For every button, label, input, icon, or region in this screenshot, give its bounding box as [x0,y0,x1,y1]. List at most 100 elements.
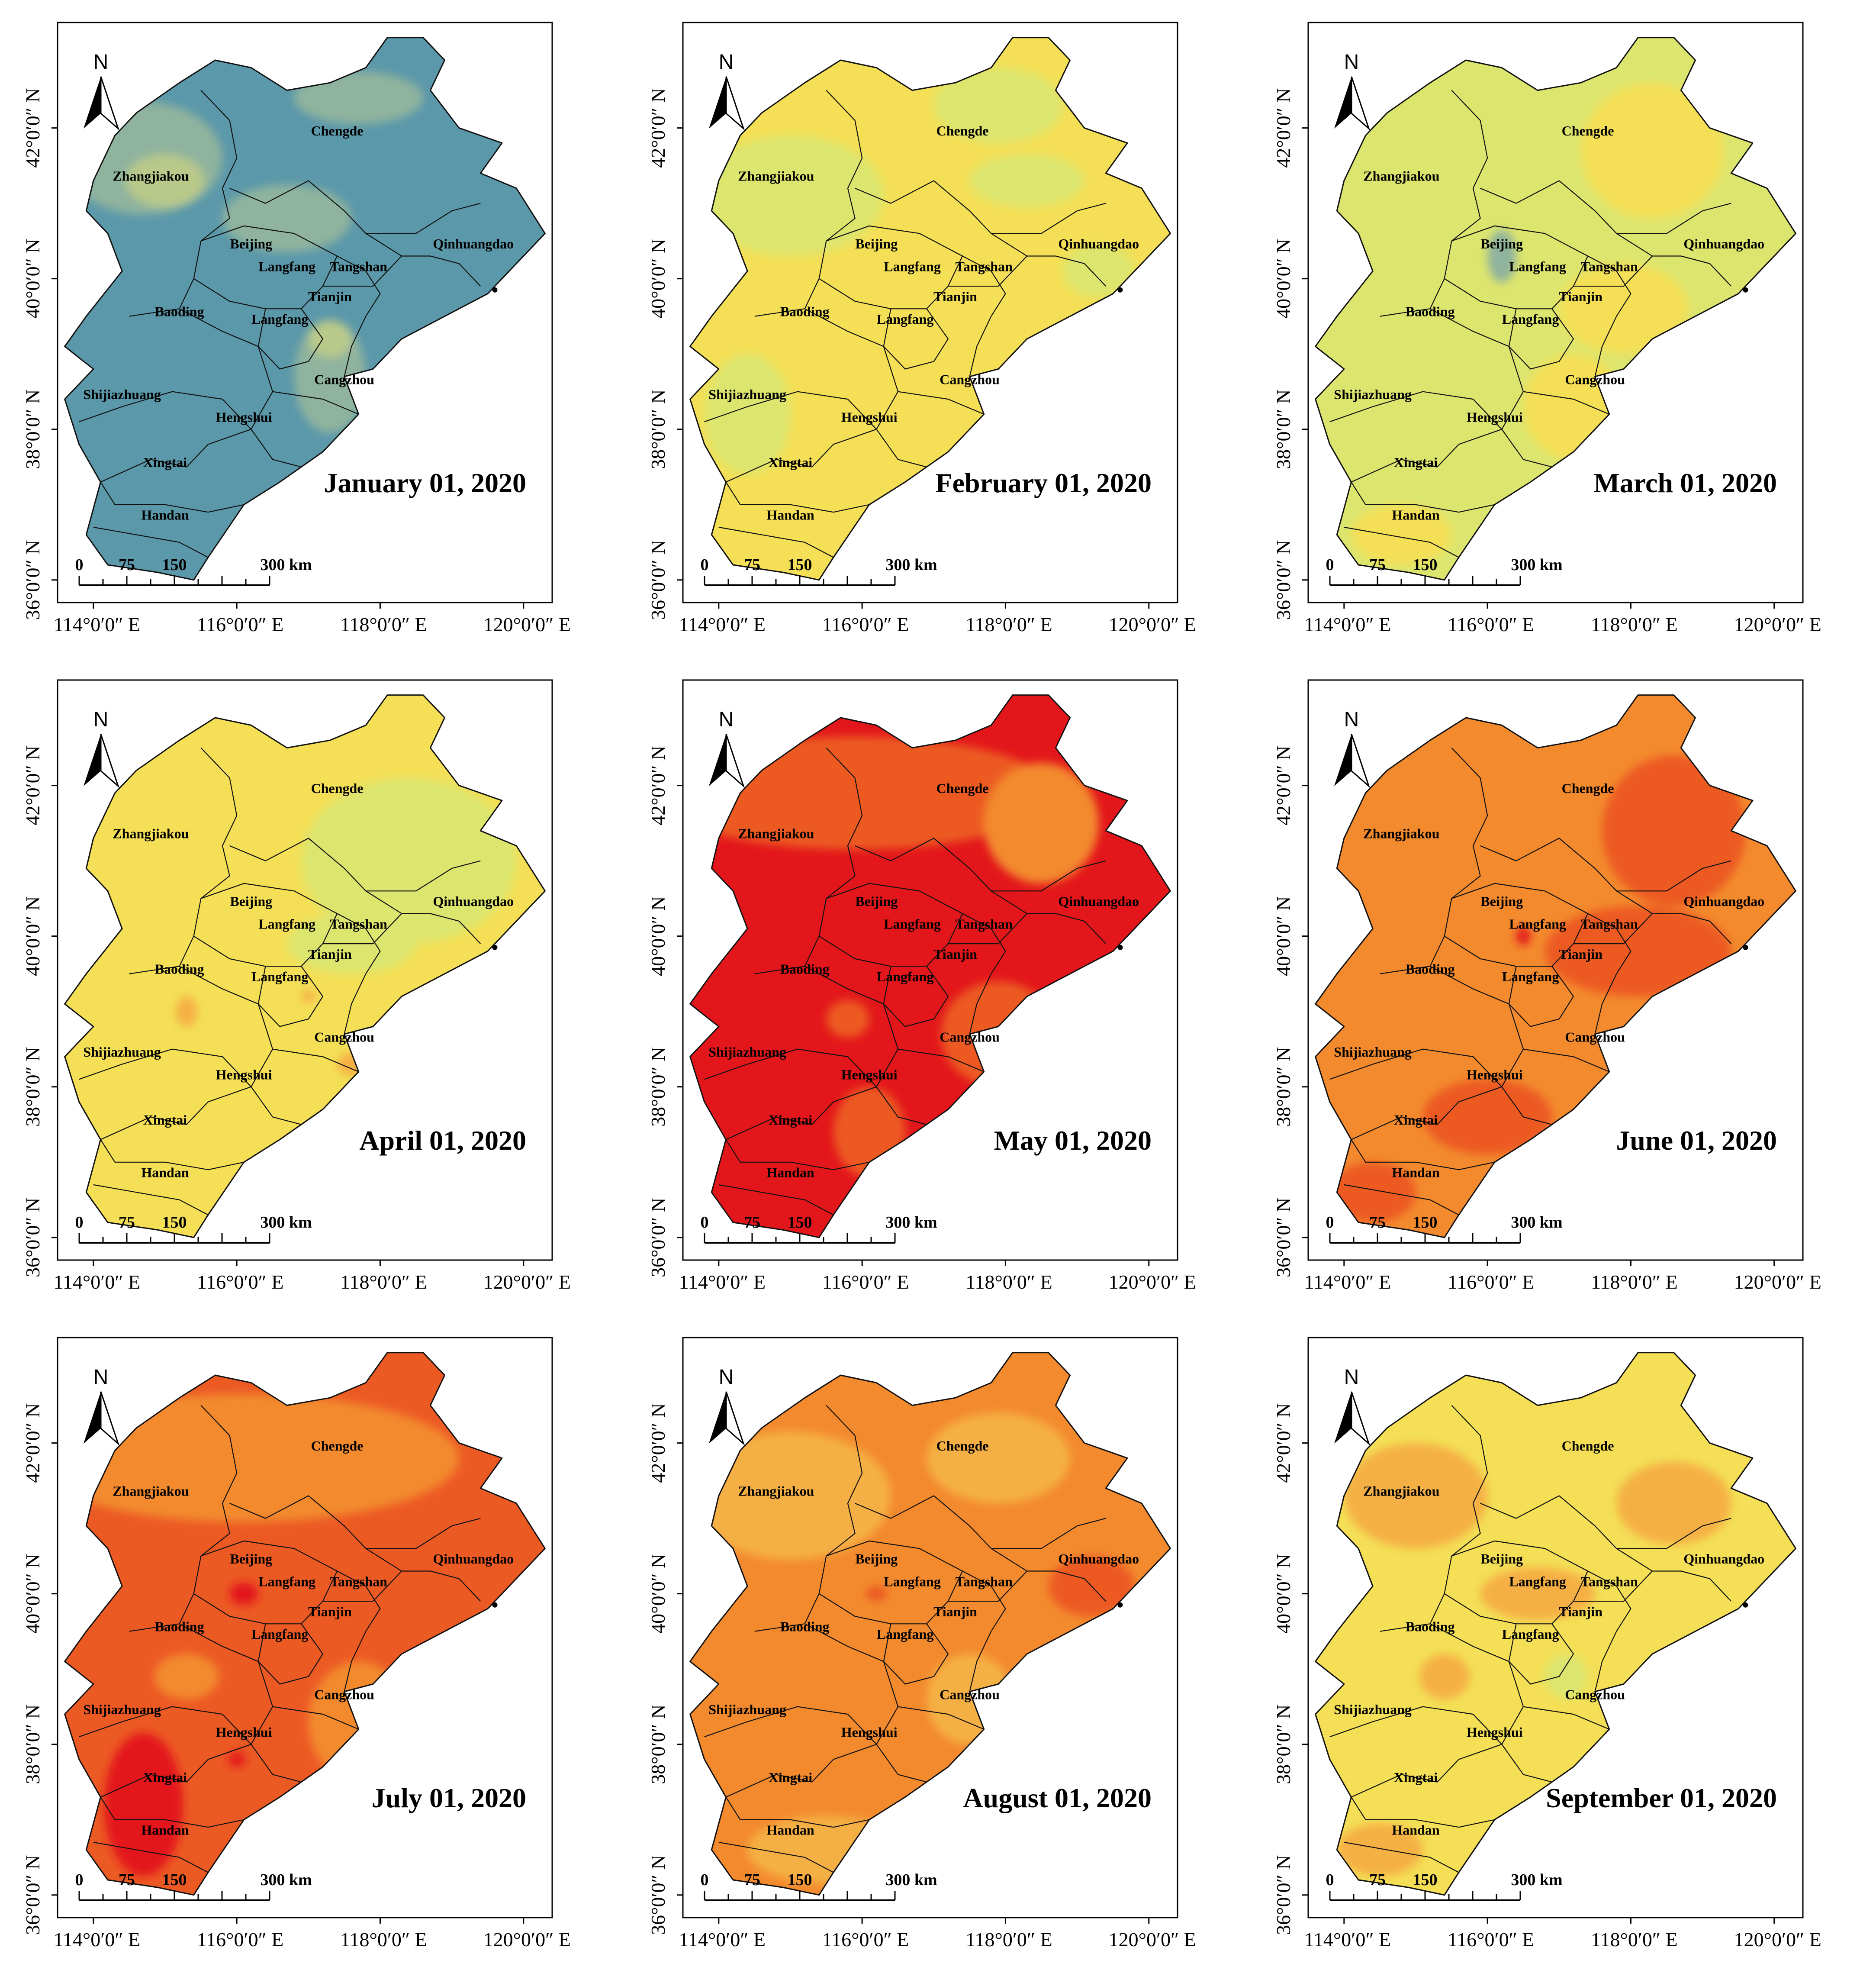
lat-label: 36°0′0″ N [647,1198,669,1277]
prefecture-boundary [1344,1841,1459,1873]
city-label-handan: Handan [766,1165,814,1180]
value-zone [222,184,352,252]
prefecture-boundary [1501,391,1552,467]
scale-label: 150 [162,556,187,574]
prefecture-boundary [1616,890,1732,944]
city-label-hengshui: Hengshui [1467,1724,1523,1740]
scale-bar [1329,1891,1521,1901]
prefecture-boundary [337,1570,381,1692]
city-label-langfang: Langfang [884,1573,941,1589]
city-label-hengshui: Hengshui [1467,409,1523,425]
prefecture-boundary [991,890,1107,944]
scale-label: 0 [75,1213,84,1232]
scale-label: 300 km [885,1871,937,1889]
value-zone [301,990,316,1003]
city-label-langfang: Langfang [251,969,309,984]
city-label-tangshan: Tangshan [956,258,1013,274]
scale-label: 150 [788,556,812,574]
city-label-baoding: Baoding [1406,961,1455,977]
city-label-tangshan: Tangshan [956,1573,1013,1589]
value-zone [154,1654,219,1699]
map-panel-february: Zhangjiakou Chengde Beijing Qinhuangdao Lang… [625,0,1251,649]
lon-label: 116°0′0″ E [197,1271,284,1293]
city-label-handan: Handan [141,1822,189,1838]
city-label-cangzhou: Cangzhou [1565,371,1625,387]
city-label-cangzhou: Cangzhou [314,1686,374,1702]
prefecture-boundary [948,913,1027,945]
city-label-cangzhou: Cangzhou [314,371,374,387]
city-label-hengshui: Hengshui [216,1724,272,1740]
prefecture-boundary [1329,391,1503,430]
scale-label: 150 [162,1871,187,1889]
city-label-shijiazhuang: Shijiazhuang [83,387,161,402]
prefecture-boundary [229,180,481,234]
province-outline [689,1352,1171,1896]
map-svg: Zhangjiakou Chengde Beijing Qinhuangdao Lang… [22,22,571,635]
city-label-langfang: Langfang [884,258,941,274]
prefecture-boundary [725,1086,877,1140]
city-label-langfang: Langfang [1502,1626,1559,1642]
lat-label: 38°0′0″ N [22,1705,44,1784]
scale-label: 0 [1326,1213,1334,1232]
date-title: January 01, 2020 [324,467,526,498]
province-outline [1315,37,1796,581]
province-outline [689,37,1171,581]
lat-label: 40°0′0″ N [647,1554,669,1634]
city-label-shijiazhuang: Shijiazhuang [1334,387,1412,402]
prefecture-boundary [129,1405,238,1632]
prefecture-boundary [725,482,869,513]
city-label-handan: Handan [141,1165,189,1180]
lon-label: 120°0′0″ E [1109,1271,1196,1293]
city-label-handan: Handan [1392,507,1439,523]
prefecture-boundary [100,1744,251,1798]
scale-bar [704,1891,896,1901]
city-label-zhangjiakou: Zhangjiakou [113,168,189,184]
prefecture-boundary [365,890,481,944]
city-label-langfang: Langfang [877,1626,934,1642]
value-zone [294,71,423,124]
prefecture-boundary [991,233,1107,287]
lon-label: 118°0′0″ E [1591,1271,1678,1293]
city-label-xingtai: Xingtai [769,1770,812,1785]
map-panel-august: Zhangjiakou Chengde Beijing Qinhuangdao Lang… [625,1315,1251,1964]
value-zone [1423,1079,1552,1155]
city-label-handan: Handan [1392,1822,1439,1838]
prefecture-boundary [100,1086,251,1140]
lon-label: 114°0′0″ E [679,1271,766,1293]
city-label-langfang: Langfang [877,969,934,984]
north-label: N [93,51,109,74]
value-zone [1351,504,1452,565]
prefecture-boundary [337,913,381,1035]
city-label-qinhuangdao: Qinhuangdao [1058,893,1139,909]
city-label-langfang: Langfang [1509,1573,1566,1589]
date-title: April 01, 2020 [359,1125,526,1156]
prefecture-boundary [754,747,863,974]
value-zone [1616,1462,1731,1545]
lon-label: 120°0′0″ E [1734,1928,1821,1950]
prefecture-boundary [322,1570,402,1602]
prefecture-boundary [725,1139,869,1170]
value-zone [933,68,1063,143]
lon-label: 116°0′0″ E [1448,1271,1535,1293]
lon-label: 118°0′0″ E [340,1928,427,1950]
coast-point [1117,945,1123,950]
city-label-tangshan: Tangshan [330,916,387,932]
north-label: N [719,708,734,731]
prefecture-boundary [100,1797,244,1828]
prefecture-boundary [1430,966,1610,1072]
prefecture-boundary [1444,883,1589,967]
prefecture-boundary [876,1706,927,1783]
city-label-hengshui: Hengshui [841,409,898,425]
map-panel-april: Zhangjiakou Chengde Beijing Qinhuangdao Lang… [0,658,625,1307]
prefecture-boundary [179,308,359,415]
city-label-xingtai: Xingtai [143,455,187,470]
lat-label: 40°0′0″ N [1272,239,1294,319]
city-label-shijiazhuang: Shijiazhuang [83,1702,161,1717]
prefecture-boundary [704,1048,877,1087]
city-label-tianjin: Tianjin [308,289,352,304]
coast-point [1117,1602,1123,1608]
lat-label: 40°0′0″ N [647,239,669,319]
city-label-beijing: Beijing [230,1551,272,1567]
lat-label: 36°0′0″ N [1272,540,1294,620]
prefecture-boundary [129,90,238,317]
